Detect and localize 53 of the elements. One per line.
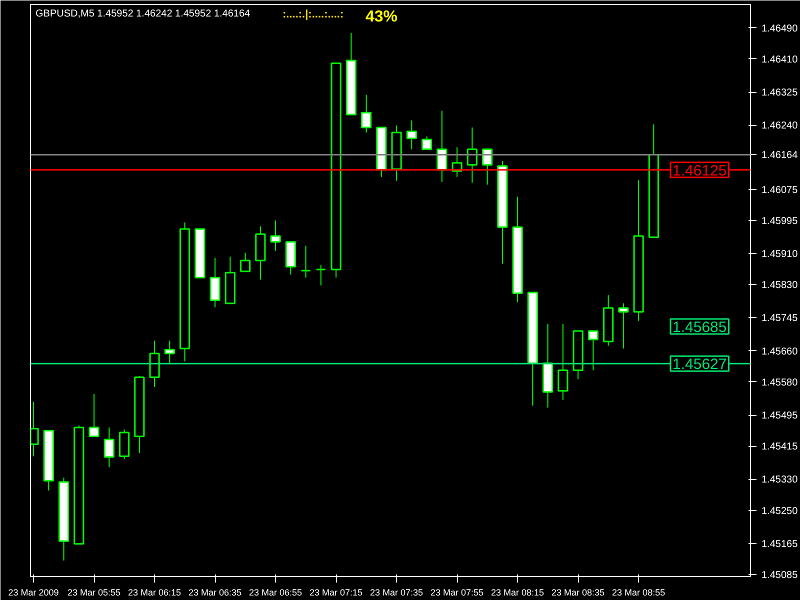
y-tick-label: 1.45085 (762, 570, 798, 582)
candlestick (300, 245, 312, 278)
candlestick (558, 323, 568, 400)
candlestick (618, 302, 629, 349)
x-tick-label: 23 Mar 07:15 (310, 588, 363, 598)
x-tick-label: 23 Mar 08:55 (612, 588, 666, 598)
candlestick (422, 136, 432, 150)
y-tick-label: 1.46164 (762, 150, 798, 162)
y-tick-label: 1.46075 (762, 184, 798, 196)
y-tick-label: 1.45250 (762, 506, 798, 517)
x-tick-label: 23 Mar 08:15 (491, 588, 544, 598)
y-tick-label: 1.46410 (762, 54, 798, 66)
y-tick-label: 1.45660 (762, 346, 798, 358)
annotation: 43% (366, 8, 398, 26)
y-tick-label: 1.45745 (762, 313, 798, 324)
ref-line-label: 1.45627 (672, 356, 727, 374)
y-tick-label: 1.46240 (762, 120, 798, 132)
x-tick-label: 23 Mar 06:55 (249, 588, 302, 598)
x-tick-label: 23 Mar 08:35 (552, 588, 605, 598)
y-tick-label: 1.46490 (762, 23, 798, 34)
y-tick-label: 1.45495 (762, 410, 798, 422)
x-tick-label: 23 Mar 07:35 (370, 588, 424, 598)
candlestick (118, 428, 130, 460)
candlestick (88, 394, 100, 438)
y-tick-label: 1.45995 (762, 216, 798, 227)
annotation: 1.45685 (672, 319, 727, 336)
candlestick (270, 220, 281, 252)
candlestick (406, 120, 417, 150)
y-tick-label: 1.45830 (762, 280, 798, 292)
candlestick (588, 330, 598, 371)
candlestick (164, 340, 175, 365)
candlestick (149, 340, 160, 388)
x-tick-label: 23 Mar 07:55 (430, 588, 484, 598)
x-tick-label: 23 Mar 06:15 (128, 588, 182, 598)
candlestick (482, 148, 493, 186)
y-tick-label: 1.46325 (762, 88, 798, 99)
candlestick (104, 426, 114, 468)
y-tick-label: 1.45910 (762, 249, 798, 260)
ref-line-label: 1.46125 (672, 162, 727, 180)
y-tick-label: 1.45330 (762, 474, 798, 486)
y-tick-label: 1.45165 (762, 538, 798, 550)
y-tick-label: 1.45580 (762, 377, 798, 388)
x-tick-label: 23 Mar 2009 (8, 588, 59, 598)
y-tick-label: 1.45415 (762, 442, 798, 453)
candlestick (361, 94, 372, 134)
chart-title: GBPUSD,M5 1.45952 1.46242 1.45952 1.46164 (36, 8, 251, 20)
x-tick-label: 23 Mar 05:55 (68, 588, 121, 598)
annotation: :....:.|:....:....: (282, 8, 344, 20)
candlestick (240, 252, 251, 272)
x-tick-label: 23 Mar 06:35 (188, 588, 242, 598)
candlestick (316, 264, 326, 286)
candlestick (466, 126, 478, 184)
candlestick (210, 257, 220, 308)
